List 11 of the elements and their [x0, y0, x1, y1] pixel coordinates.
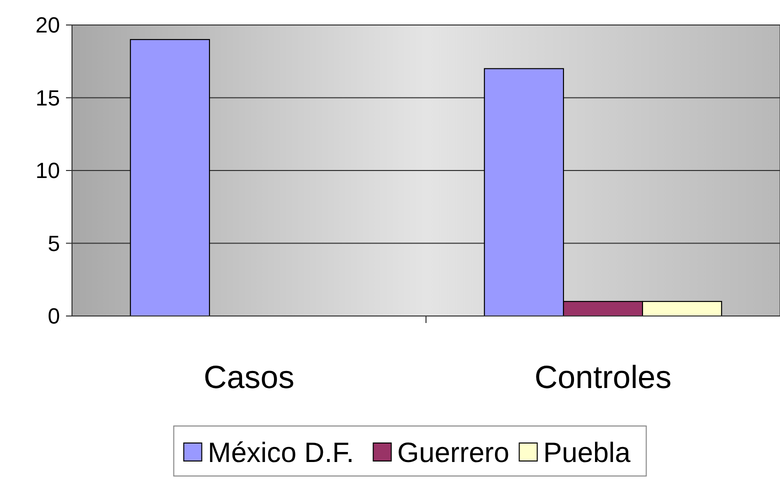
x-tick-label: Controles: [534, 359, 672, 395]
bar: [130, 39, 210, 316]
legend-label: Guerrero: [397, 436, 510, 468]
y-tick-label: 10: [36, 158, 60, 184]
legend-label: Puebla: [543, 436, 631, 468]
y-tick-label: 15: [36, 85, 60, 110]
y-tick-label: 20: [36, 12, 60, 38]
y-tick-label: 5: [48, 230, 60, 256]
y-tick-label: 0: [48, 304, 60, 329]
legend-label: México D.F.: [208, 436, 354, 468]
x-tick-label: Casos: [204, 359, 294, 395]
